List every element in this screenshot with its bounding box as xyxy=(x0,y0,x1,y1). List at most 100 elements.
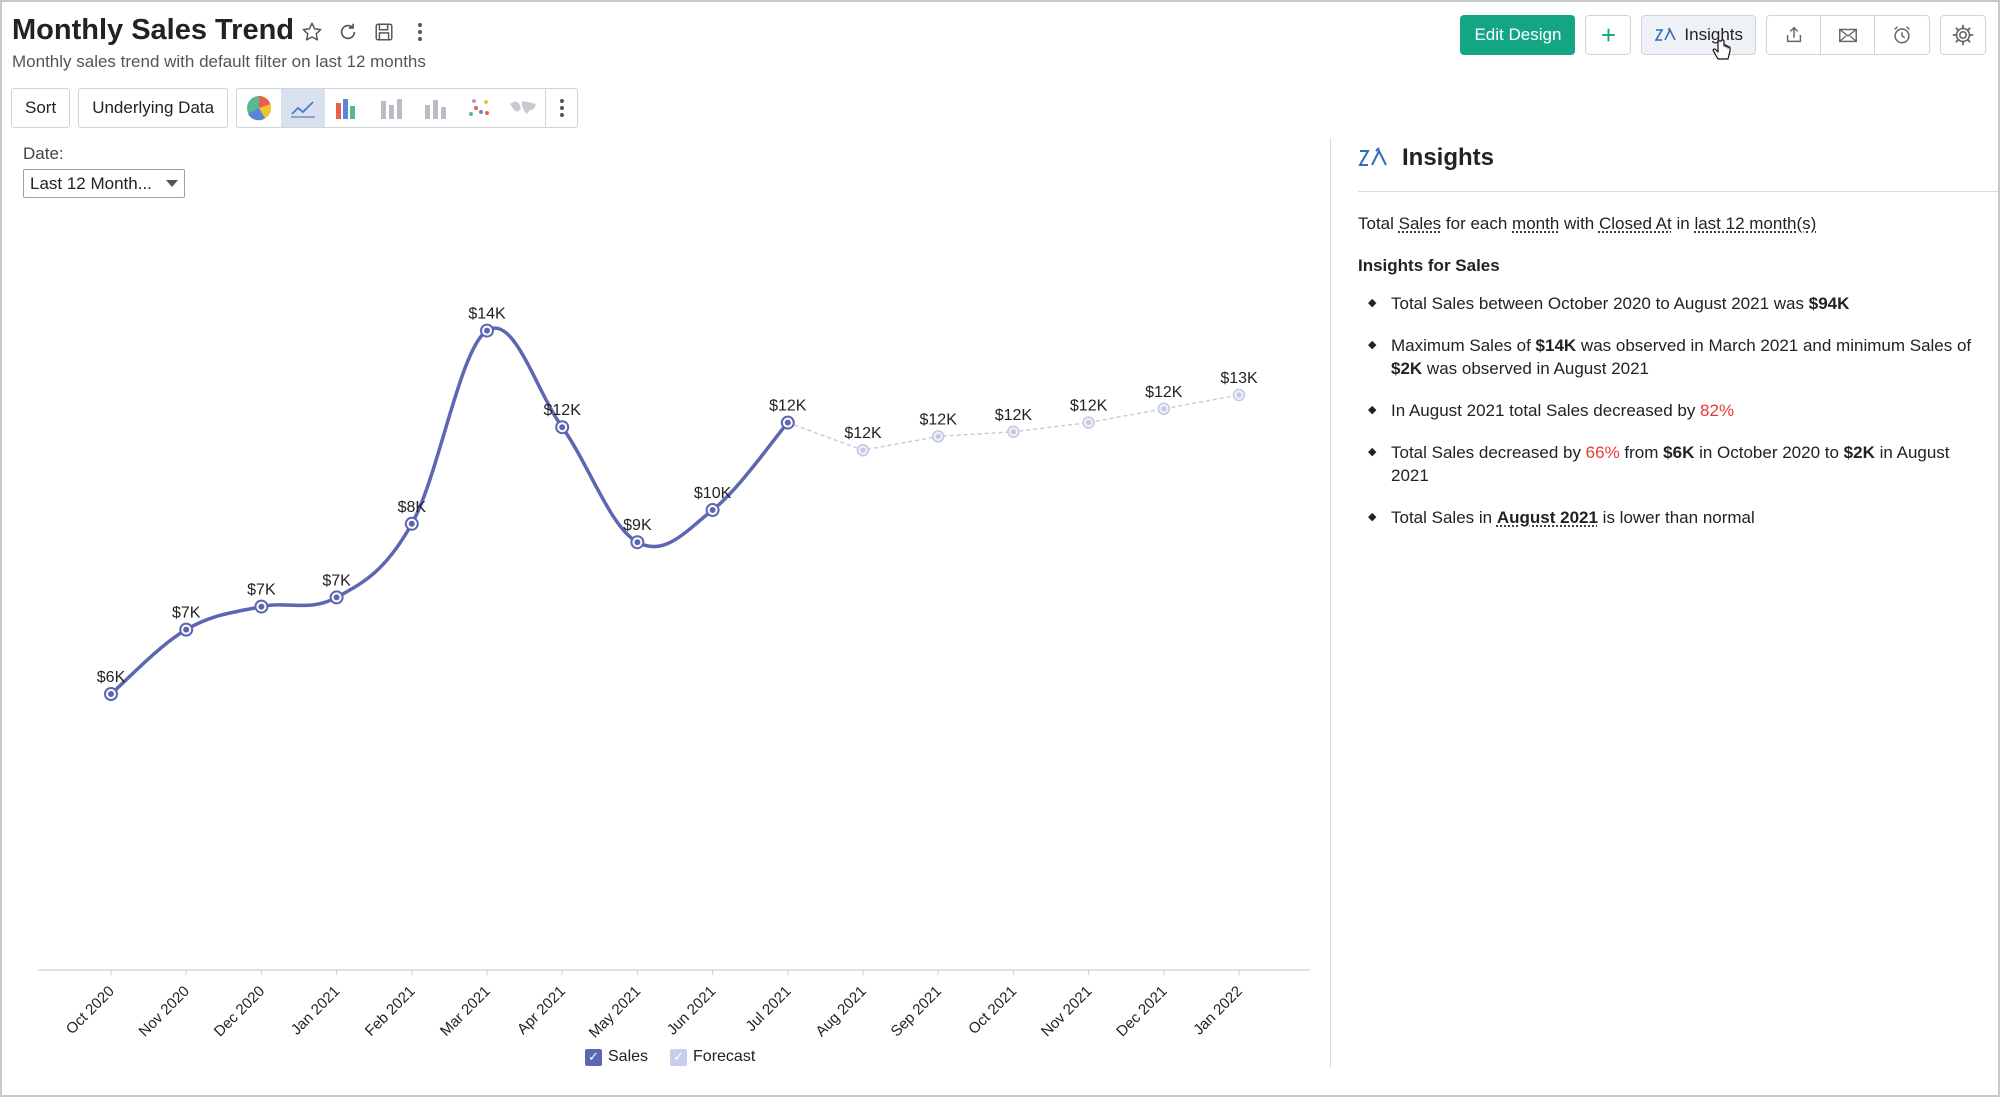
summary-measure: Sales xyxy=(1398,214,1442,233)
x-tick-label: Aug 2021 xyxy=(812,983,869,1040)
sales-data-label: $7K xyxy=(172,605,201,622)
x-tick-label: Jan 2022 xyxy=(1190,983,1246,1039)
sales-data-label: $8K xyxy=(398,499,427,516)
insights-list: Total Sales between October 2020 to Augu… xyxy=(1368,292,1978,548)
x-tick-label: Jan 2021 xyxy=(288,983,344,1039)
x-tick-label: Dec 2020 xyxy=(211,983,268,1040)
x-tick-label: Feb 2021 xyxy=(362,983,419,1040)
insights-summary: Total Sales for each month with Closed A… xyxy=(1358,214,1816,234)
insight-item: Total Sales in August 2021 is lower than… xyxy=(1368,506,1978,529)
insights-panel: Insights xyxy=(1358,138,1988,178)
summary-text: in xyxy=(1671,214,1695,233)
scatter-chart-icon[interactable] xyxy=(457,89,501,127)
save-icon[interactable] xyxy=(372,20,396,44)
star-icon[interactable] xyxy=(300,20,324,44)
insight-item: Total Sales decreased by 66% from $6K in… xyxy=(1368,441,1978,487)
summary-text: for each xyxy=(1441,214,1513,233)
sales-data-point-inner xyxy=(634,539,641,546)
forecast-data-point-inner xyxy=(1010,429,1016,435)
legend-label-forecast: Forecast xyxy=(693,1048,756,1065)
x-tick-label: Nov 2020 xyxy=(136,983,193,1040)
date-filter-value: Last 12 Month... xyxy=(30,173,152,193)
sales-data-point-inner xyxy=(784,419,791,426)
sales-data-point-inner xyxy=(709,507,716,513)
sales-data-label: $10K xyxy=(694,485,732,502)
chart-type-switcher xyxy=(236,88,579,128)
forecast-data-point-inner xyxy=(935,433,941,439)
more-chart-types-icon[interactable] xyxy=(545,89,577,127)
insights-icon xyxy=(1654,27,1677,41)
sales-data-label: $7K xyxy=(322,572,351,589)
sales-data-label: $6K xyxy=(97,669,126,686)
checkbox-icon: ✓ xyxy=(670,1048,688,1066)
chart-toolbar: Sort Underlying Data xyxy=(11,88,579,128)
insights-button[interactable]: Insights xyxy=(1641,15,1756,55)
x-tick-label: Sep 2021 xyxy=(888,983,945,1040)
x-tick-label: Apr 2021 xyxy=(514,983,569,1038)
x-tick-label: Nov 2021 xyxy=(1038,983,1095,1040)
date-filter-dropdown[interactable]: Last 12 Month... xyxy=(23,169,185,198)
settings-button[interactable] xyxy=(1940,15,1986,55)
edit-design-button[interactable]: Edit Design xyxy=(1460,15,1576,55)
chart-legend: ✓ Sales ✓ Forecast xyxy=(585,1048,755,1066)
insights-subheading: Insights for Sales xyxy=(1358,256,1500,275)
sales-series-line xyxy=(109,326,790,696)
checkbox-icon: ✓ xyxy=(585,1048,602,1066)
summary-text: with xyxy=(1559,214,1599,233)
alarm-clock-icon[interactable] xyxy=(1875,16,1929,54)
summary-period: last 12 month(s) xyxy=(1694,214,1817,233)
pie-chart-icon[interactable] xyxy=(237,89,281,127)
hand-cursor-icon xyxy=(1711,38,1733,70)
insight-item: Maximum Sales of $14K was observed in Ma… xyxy=(1368,334,1978,380)
insights-button-label: Insights xyxy=(1684,25,1743,44)
legend-label-sales: Sales xyxy=(608,1048,649,1065)
gear-icon xyxy=(1952,24,1974,46)
sales-data-label: $9K xyxy=(623,517,652,534)
email-icon[interactable] xyxy=(1821,16,1875,54)
chevron-down-icon xyxy=(166,180,178,187)
sales-data-label: $7K xyxy=(247,582,276,599)
sales-data-point-inner xyxy=(333,594,340,601)
sales-data-label: $12K xyxy=(769,398,807,415)
legend-item-forecast[interactable]: ✓ Forecast xyxy=(670,1048,755,1066)
bar-chart-icon[interactable] xyxy=(325,89,369,127)
insight-item: In August 2021 total Sales decreased by … xyxy=(1368,399,1978,422)
map-chart-icon[interactable] xyxy=(501,89,545,127)
add-button[interactable]: + xyxy=(1585,15,1632,55)
insights-divider xyxy=(1358,191,1998,192)
sales-data-point-inner xyxy=(484,327,490,334)
sort-button[interactable]: Sort xyxy=(11,88,71,128)
insights-title: Insights xyxy=(1402,144,1495,171)
share-actions-group xyxy=(1766,15,1930,55)
legend-item-sales[interactable]: ✓ Sales xyxy=(585,1048,648,1066)
summary-text: Total xyxy=(1358,214,1399,233)
sales-data-point-inner xyxy=(183,626,190,633)
x-tick-label: Dec 2021 xyxy=(1113,983,1170,1040)
x-tick-label: Oct 2020 xyxy=(63,983,118,1038)
forecast-data-label: $12K xyxy=(995,407,1033,424)
report-actions-bar: Edit Design + Insights xyxy=(1460,15,1986,55)
line-chart: Oct 2020 Nov 2020 Dec 2020 Jan 2021 Feb 2021… xyxy=(38,306,1310,1041)
forecast-data-point-inner xyxy=(1161,406,1167,412)
insight-item: Total Sales between October 2020 to Augu… xyxy=(1368,292,1978,315)
x-tick-label: Jul 2021 xyxy=(743,983,795,1035)
forecast-data-point-inner xyxy=(1086,420,1092,426)
underlying-data-button[interactable]: Underlying Data xyxy=(78,88,229,128)
x-tick-label: Mar 2021 xyxy=(437,983,494,1040)
forecast-data-point-inner xyxy=(860,447,866,453)
stacked-bar-icon[interactable] xyxy=(369,89,413,127)
export-icon[interactable] xyxy=(1767,16,1821,54)
summary-date-field: Closed At xyxy=(1598,214,1672,233)
insights-header: Insights xyxy=(1358,138,1988,178)
x-tick-label: Oct 2021 xyxy=(965,983,1020,1038)
forecast-data-label: $13K xyxy=(1220,370,1258,387)
refresh-icon[interactable] xyxy=(336,20,360,44)
line-chart-icon[interactable] xyxy=(281,89,326,127)
more-vertical-icon[interactable] xyxy=(408,20,432,44)
plus-icon: + xyxy=(1600,20,1616,50)
sales-data-point-inner xyxy=(559,424,566,431)
forecast-data-label: $12K xyxy=(1070,398,1108,415)
panel-divider xyxy=(1330,138,1331,1068)
column-chart-icon[interactable] xyxy=(413,89,457,127)
